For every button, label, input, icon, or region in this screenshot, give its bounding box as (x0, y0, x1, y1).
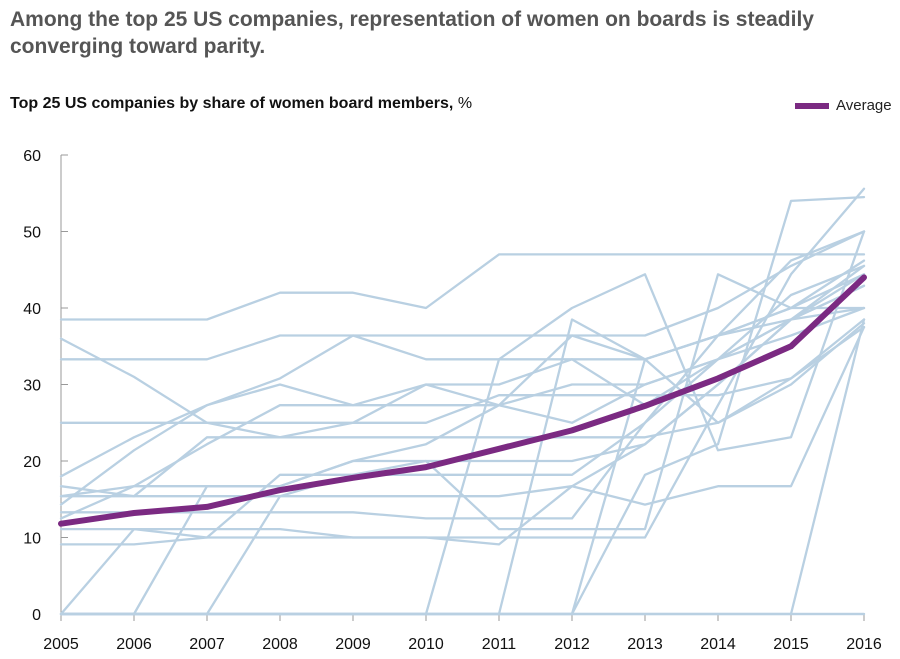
chart-headline: Among the top 25 US companies, represent… (10, 8, 814, 58)
x-tick-label: 2007 (189, 636, 225, 653)
chart-subtitle: Top 25 US companies by share of women bo… (10, 95, 472, 113)
company-lines (59, 187, 866, 616)
y-tick-label: 50 (23, 225, 41, 242)
company-series-line-11 (59, 264, 866, 520)
legend-swatch-average (795, 102, 829, 109)
company-series-line-1 (59, 253, 866, 321)
y-tick-label: 60 (23, 148, 41, 165)
company-series-line-16 (59, 318, 866, 616)
x-tick-label: 2005 (43, 636, 79, 653)
x-tick-label: 2016 (846, 636, 882, 653)
company-series-line-4 (59, 318, 866, 424)
x-tick-label: 2014 (700, 636, 736, 653)
y-tick-label: 40 (23, 301, 41, 318)
x-tick-label: 2010 (408, 636, 444, 653)
x-tick-label: 2008 (262, 636, 298, 653)
y-tick-label: 30 (23, 378, 41, 395)
company-series-line-8 (59, 284, 866, 498)
chart-title: Top 25 US companies by share of women bo… (10, 95, 454, 112)
chart-unit: % (457, 95, 473, 112)
average-series-line (58, 274, 867, 527)
company-series-line-18 (59, 230, 866, 616)
y-tick-label: 10 (23, 531, 41, 548)
y-tick-label: 20 (23, 454, 41, 471)
company-series-line-5 (59, 230, 866, 478)
company-series-line-7 (59, 306, 866, 520)
x-tick-label: 2012 (554, 636, 590, 653)
x-tick-label: 2011 (482, 636, 517, 653)
legend-label-average: Average (836, 97, 892, 114)
company-series-line-17 (59, 273, 866, 616)
x-tick-label: 2015 (773, 636, 809, 653)
x-tick-label: 2006 (116, 636, 152, 653)
x-tick-label: 2013 (627, 636, 663, 653)
y-tick-label: 0 (32, 607, 41, 624)
average-line-group (58, 274, 867, 527)
x-tick-label: 2009 (335, 636, 371, 653)
company-series-line-2 (59, 230, 866, 361)
chart-legend: Average (795, 97, 892, 114)
company-series-line-13 (59, 187, 866, 539)
